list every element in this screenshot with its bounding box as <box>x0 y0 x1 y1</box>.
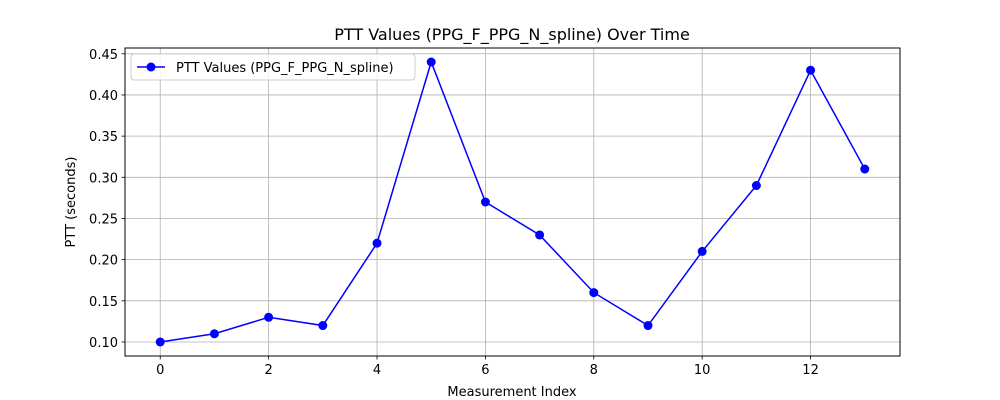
data-point <box>697 246 707 256</box>
data-point <box>535 230 545 240</box>
data-point <box>480 197 490 207</box>
chart-title: PTT Values (PPG_F_PPG_N_spline) Over Tim… <box>334 25 690 45</box>
x-tick-label: 2 <box>264 363 272 378</box>
plot-frame <box>124 47 901 357</box>
data-point <box>806 65 816 75</box>
x-tick-label: 0 <box>156 363 164 378</box>
y-axis-label: PTT (seconds) <box>64 157 79 248</box>
data-point <box>643 321 653 331</box>
data-point <box>155 337 165 347</box>
data-point <box>426 57 436 67</box>
y-tick-label: 0.15 <box>89 295 118 310</box>
y-tick-label: 0.35 <box>89 130 118 145</box>
y-axis: 0.10 0.15 0.20 0.25 0.30 0.35 0.40 0.45 <box>89 48 125 351</box>
x-tick-label: 4 <box>373 363 381 378</box>
data-point <box>751 181 761 191</box>
x-axis: 0 2 4 6 8 10 12 <box>156 356 819 378</box>
x-tick-label: 10 <box>694 363 711 378</box>
legend-label: PTT Values (PPG_F_PPG_N_spline) <box>176 61 394 76</box>
y-tick-label: 0.40 <box>89 89 118 104</box>
x-tick-label: 8 <box>590 363 598 378</box>
x-tick-label: 12 <box>802 363 819 378</box>
x-axis-label: Measurement Index <box>447 385 576 400</box>
y-tick-label: 0.25 <box>89 212 118 227</box>
data-point <box>372 238 382 248</box>
series-layer <box>155 57 870 347</box>
y-tick-label: 0.10 <box>89 336 118 351</box>
legend: PTT Values (PPG_F_PPG_N_spline) <box>130 53 416 81</box>
y-tick-label: 0.45 <box>89 48 118 63</box>
legend-box <box>130 53 416 81</box>
x-tick-label: 6 <box>481 363 489 378</box>
data-point <box>589 288 599 298</box>
legend-marker <box>146 62 156 72</box>
data-point <box>318 321 328 331</box>
y-tick-label: 0.20 <box>89 254 118 269</box>
y-tick-label: 0.30 <box>89 171 118 186</box>
data-point <box>209 329 219 339</box>
data-point <box>860 164 870 174</box>
series-line <box>160 59 866 343</box>
data-point <box>264 312 274 322</box>
